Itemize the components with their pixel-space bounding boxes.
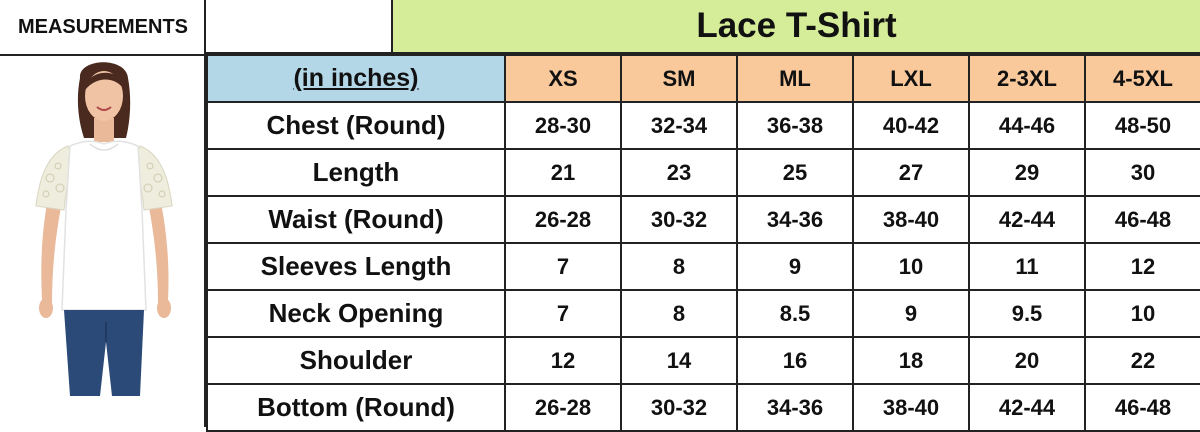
table-cell: 11 bbox=[968, 242, 1086, 291]
row-label: Chest (Round) bbox=[206, 101, 506, 150]
table-cell: 20 bbox=[968, 336, 1086, 385]
model-photo bbox=[35, 62, 173, 396]
size-header-4-5xl: 4-5XL bbox=[1084, 54, 1200, 103]
table-cell: 21 bbox=[504, 148, 622, 197]
size-table: (in inches) XS SM ML LXL 2-3XL 4-5XL Che… bbox=[206, 54, 1200, 432]
table-cell: 46-48 bbox=[1084, 195, 1200, 244]
table-cell: 10 bbox=[852, 242, 970, 291]
table-cell: 32-34 bbox=[620, 101, 738, 150]
table-row-length: Length 21 23 25 27 29 30 bbox=[206, 148, 1200, 197]
table-cell: 9.5 bbox=[968, 289, 1086, 338]
table-cell: 34-36 bbox=[736, 383, 854, 432]
table-cell: 8 bbox=[620, 289, 738, 338]
table-cell: 38-40 bbox=[852, 383, 970, 432]
table-cell: 28-30 bbox=[504, 101, 622, 150]
table-row-neck: Neck Opening 7 8 8.5 9 9.5 10 bbox=[206, 289, 1200, 338]
table-cell: 12 bbox=[504, 336, 622, 385]
unit-label: (in inches) bbox=[206, 54, 506, 103]
row-label: Neck Opening bbox=[206, 289, 506, 338]
table-cell: 30 bbox=[1084, 148, 1200, 197]
row-label: Waist (Round) bbox=[206, 195, 506, 244]
table-row-shoulder: Shoulder 12 14 16 18 20 22 bbox=[206, 336, 1200, 385]
size-header-sm: SM bbox=[620, 54, 738, 103]
table-cell: 9 bbox=[852, 289, 970, 338]
table-cell: 42-44 bbox=[968, 195, 1086, 244]
table-cell: 9 bbox=[736, 242, 854, 291]
table-cell: 23 bbox=[620, 148, 738, 197]
size-header-xs: XS bbox=[504, 54, 622, 103]
size-header-lxl: LXL bbox=[852, 54, 970, 103]
table-cell: 29 bbox=[968, 148, 1086, 197]
product-title: Lace T-Shirt bbox=[391, 0, 1200, 54]
table-cell: 30-32 bbox=[620, 383, 738, 432]
table-cell: 8 bbox=[620, 242, 738, 291]
size-header-ml: ML bbox=[736, 54, 854, 103]
table-cell: 26-28 bbox=[504, 195, 622, 244]
table-cell: 10 bbox=[1084, 289, 1200, 338]
table-cell: 7 bbox=[504, 289, 622, 338]
measurements-title: MEASUREMENTS bbox=[0, 0, 206, 56]
size-header-row: (in inches) XS SM ML LXL 2-3XL 4-5XL bbox=[206, 54, 1200, 103]
size-header-2-3xl: 2-3XL bbox=[968, 54, 1086, 103]
table-cell: 14 bbox=[620, 336, 738, 385]
table-row-sleeves: Sleeves Length 7 8 9 10 11 12 bbox=[206, 242, 1200, 291]
table-cell: 46-48 bbox=[1084, 383, 1200, 432]
table-cell: 44-46 bbox=[968, 101, 1086, 150]
header-spacer bbox=[206, 0, 392, 54]
table-cell: 40-42 bbox=[852, 101, 970, 150]
table-cell: 34-36 bbox=[736, 195, 854, 244]
table-cell: 42-44 bbox=[968, 383, 1086, 432]
table-cell: 30-32 bbox=[620, 195, 738, 244]
row-label: Length bbox=[206, 148, 506, 197]
table-cell: 7 bbox=[504, 242, 622, 291]
table-cell: 38-40 bbox=[852, 195, 970, 244]
table-cell: 16 bbox=[736, 336, 854, 385]
table-cell: 26-28 bbox=[504, 383, 622, 432]
row-label: Sleeves Length bbox=[206, 242, 506, 291]
table-row-chest: Chest (Round) 28-30 32-34 36-38 40-42 44… bbox=[206, 101, 1200, 150]
model-panel: MEASUREMENTS bbox=[0, 0, 206, 427]
table-cell: 36-38 bbox=[736, 101, 854, 150]
table-row-waist: Waist (Round) 26-28 30-32 34-36 38-40 42… bbox=[206, 195, 1200, 244]
row-label: Bottom (Round) bbox=[206, 383, 506, 432]
row-label: Shoulder bbox=[206, 336, 506, 385]
table-cell: 18 bbox=[852, 336, 970, 385]
table-cell: 48-50 bbox=[1084, 101, 1200, 150]
table-cell: 25 bbox=[736, 148, 854, 197]
table-cell: 12 bbox=[1084, 242, 1200, 291]
table-row-bottom: Bottom (Round) 26-28 30-32 34-36 38-40 4… bbox=[206, 383, 1200, 432]
table-cell: 22 bbox=[1084, 336, 1200, 385]
table-cell: 8.5 bbox=[736, 289, 854, 338]
table-cell: 27 bbox=[852, 148, 970, 197]
